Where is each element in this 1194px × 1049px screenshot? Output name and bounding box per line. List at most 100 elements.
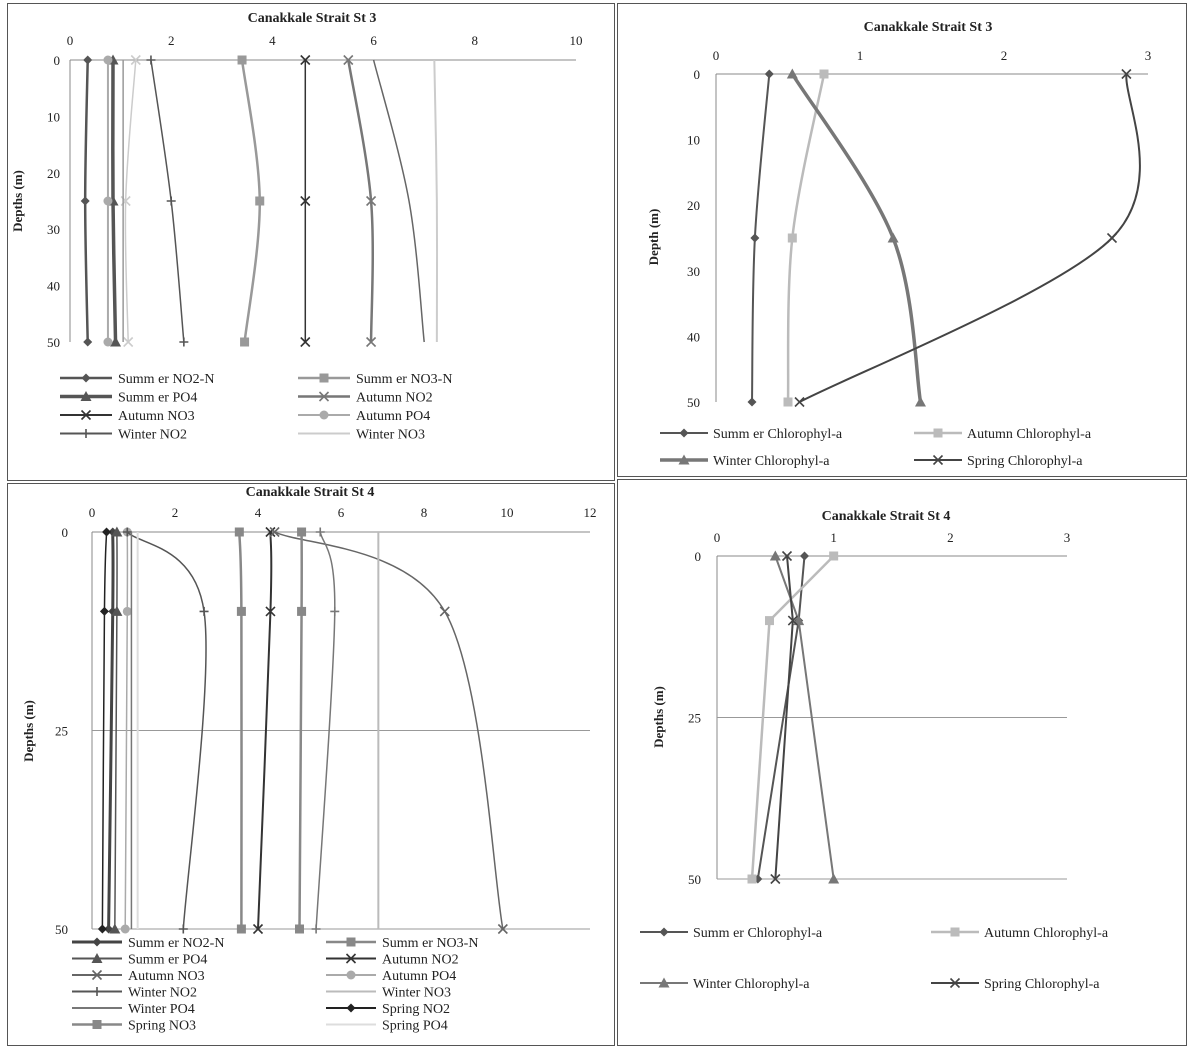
legend-marker [91, 969, 103, 981]
data-point [80, 196, 90, 206]
series-line [107, 531, 115, 930]
x-tick-label: 0 [89, 505, 96, 520]
data-point [297, 527, 307, 537]
y-tick-label: 40 [47, 279, 60, 294]
legend-label: Summ er PO4 [128, 953, 207, 968]
y-tick-label: 0 [694, 67, 701, 82]
legend-label: Summ er PO4 [118, 391, 197, 406]
x-tick-label: 3 [1064, 530, 1071, 545]
data-point [102, 527, 112, 537]
legend-label: Autumn PO4 [356, 409, 430, 424]
data-point [764, 69, 774, 79]
chart-st3-chlorophyll: Canakkale Strait St 30 1 2 301020304050Dept… [646, 20, 1152, 469]
series-line [124, 59, 137, 343]
y-axis-label: Depths (m) [651, 686, 666, 748]
legend-marker [346, 970, 356, 980]
legend-label: Winter NO3 [382, 986, 451, 1001]
legend-marker [933, 428, 943, 438]
series-line [124, 531, 129, 930]
legend-marker [92, 1020, 102, 1029]
x-tick-label: 4 [255, 505, 262, 520]
data-point [828, 873, 840, 884]
legend-label: Autumn NO2 [356, 391, 433, 406]
series-line [315, 531, 336, 930]
y-tick-label: 20 [687, 198, 700, 213]
legend-label: Winter Chlorophyl-a [693, 977, 810, 992]
data-point [787, 233, 797, 243]
x-tick-label: 1 [857, 48, 864, 63]
data-point [234, 527, 244, 537]
data-point [265, 606, 276, 617]
legend-label: Autumn NO3 [118, 409, 195, 424]
x-tick-label: 10 [501, 505, 514, 520]
legend-marker [319, 410, 329, 420]
legend-label: Summ er Chlorophyl-a [713, 427, 843, 442]
data-point [753, 874, 763, 884]
legend-marker [346, 937, 356, 947]
series-line [114, 531, 118, 930]
data-point [887, 232, 899, 243]
data-point [83, 337, 93, 347]
data-point [770, 873, 781, 885]
series-line [372, 59, 425, 343]
data-point [110, 336, 122, 347]
chart-panel-st3-chlorophyll: Canakkale Strait St 3 0 1 2 3 0 10 20 30 40 50 Dept… [617, 3, 1187, 477]
y-axis-label: Depth (m) [646, 209, 661, 266]
legend-label: Summ er NO2-N [128, 936, 224, 951]
x-tick-label: 0 [67, 33, 74, 48]
data-point [800, 551, 809, 561]
x-tick-label: 2 [1001, 48, 1008, 63]
data-point [269, 526, 280, 538]
y-tick-label: 50 [47, 335, 60, 350]
data-point [300, 195, 311, 207]
legend-marker [91, 953, 103, 963]
legend-marker [932, 454, 944, 466]
data-point [111, 526, 123, 537]
data-point [439, 606, 450, 617]
y-tick-label: 0 [62, 525, 69, 540]
data-point [122, 527, 132, 537]
legend-label: Spring NO2 [382, 1002, 450, 1017]
x-tick-label: 2 [172, 505, 179, 520]
legend-label: Winter PO4 [128, 1002, 195, 1017]
data-point [237, 55, 247, 65]
legend-label: Autumn Chlorophyl-a [984, 926, 1109, 941]
legend-label: Summ er NO2-N [118, 372, 214, 387]
series-line [257, 531, 273, 930]
data-point [111, 605, 123, 616]
data-point [769, 550, 781, 561]
series-line [126, 531, 207, 930]
data-point [103, 337, 113, 347]
data-point [1106, 232, 1118, 244]
data-point [343, 54, 354, 66]
x-tick-label: 3 [1145, 48, 1152, 63]
data-point [179, 337, 189, 347]
legend-label: Autumn NO3 [128, 969, 205, 984]
x-tick-label: 2 [947, 530, 954, 545]
series-line [274, 531, 504, 930]
data-point [146, 55, 156, 65]
chart-title: Canakkale Strait St 3 [864, 20, 993, 35]
data-point [240, 337, 250, 347]
legend-label: Spring NO3 [128, 1019, 196, 1034]
series-line [298, 531, 303, 930]
legend-marker [658, 977, 670, 988]
chart-st3-nutrients: Canakkale Strait St 3 0 2 4 6 8 10 0 10 20 30 40 50 D… [10, 11, 583, 443]
chart-panel-st4-nutrients: Canakkale Strait St 4 0 2 4 6 8 10 12 0 25 50 Depth… [7, 483, 615, 1046]
legend-label: Summ er NO3-N [382, 936, 478, 951]
x-tick-label: 10 [570, 33, 583, 48]
legend-marker [346, 1003, 356, 1013]
legend-marker [92, 987, 102, 996]
legend-marker [949, 977, 961, 989]
series-line [347, 59, 375, 343]
y-tick-label: 25 [55, 724, 68, 739]
series-line [101, 531, 108, 930]
legend-label: Spring Chlorophyl-a [967, 454, 1083, 469]
legend-label: Winter NO2 [118, 428, 187, 443]
data-point [786, 68, 798, 79]
data-point [330, 606, 340, 616]
data-point [794, 396, 805, 408]
data-point [99, 606, 109, 616]
chart-title: Canakkale Strait St 3 [248, 11, 377, 26]
data-point [103, 55, 113, 65]
